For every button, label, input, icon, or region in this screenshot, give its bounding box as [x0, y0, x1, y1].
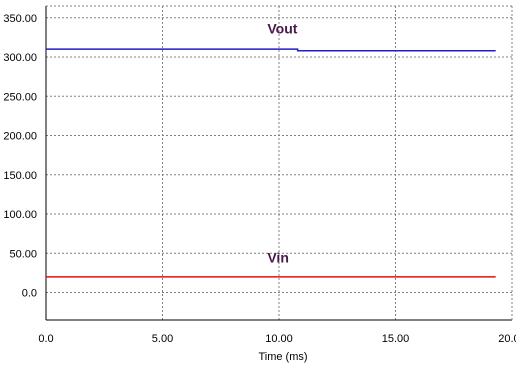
y-tick-label: 200.00: [3, 131, 37, 143]
chart-series: Vout Vin: [46, 20, 496, 278]
y-tick-label: 0.0: [22, 288, 37, 300]
x-tick-label: 20.00: [498, 333, 516, 345]
y-axis-ticks: 0.0 50.00 100.00 150.00 200.00 250.00 300.00 35…: [3, 13, 37, 300]
series-label-vout: Vout: [267, 20, 297, 36]
x-tick-label: 15.00: [382, 333, 410, 345]
x-axis-ticks: 0.0 5.00 10.00 15.00 20.00: [38, 333, 516, 345]
x-axis-label: Time (ms): [258, 351, 307, 363]
chart-grid: [46, 6, 512, 320]
x-tick-label: 5.00: [152, 333, 173, 345]
y-tick-label: 350.00: [3, 13, 37, 25]
y-tick-label: 300.00: [3, 52, 37, 64]
x-tick-label: 10.00: [265, 333, 293, 345]
y-tick-label: 50.00: [9, 248, 37, 260]
series-line-vout: [46, 48, 496, 52]
y-tick-label: 100.00: [3, 209, 37, 221]
x-tick-label: 0.0: [38, 333, 53, 345]
plot-frame: [45, 5, 513, 321]
y-tick-label: 150.00: [3, 170, 37, 182]
y-tick-label: 250.00: [3, 91, 37, 103]
series-label-vin: Vin: [267, 250, 289, 266]
